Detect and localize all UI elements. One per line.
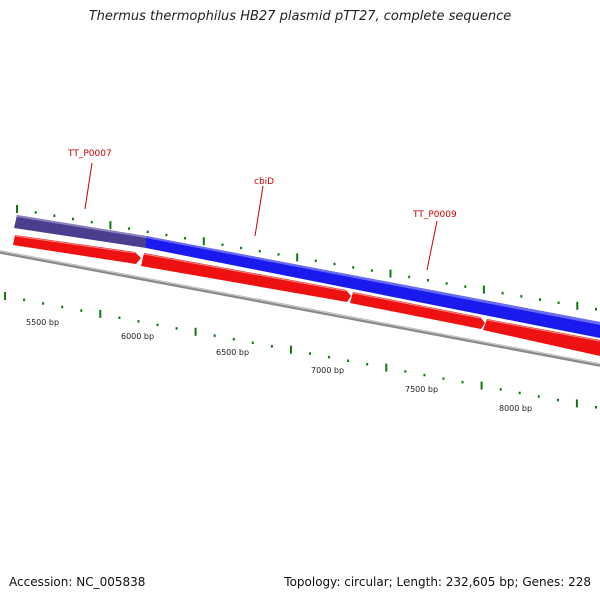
upper-tick xyxy=(389,269,392,278)
upper-tick xyxy=(16,205,18,213)
bp-label-5500: 5500 bp xyxy=(26,318,59,327)
map-title: Thermus thermophilus HB27 plasmid pTT27,… xyxy=(88,9,512,24)
lower-tick xyxy=(232,338,235,341)
lower-tick xyxy=(575,399,578,408)
gene-tt-p0009[interactable] xyxy=(350,292,485,329)
upper-tick xyxy=(314,259,317,263)
lower-tick xyxy=(118,316,121,319)
gene-tt-p0007[interactable] xyxy=(14,215,146,248)
gene-next[interactable] xyxy=(483,319,600,356)
gene-cbid[interactable] xyxy=(141,253,351,302)
lower-tick xyxy=(347,359,350,362)
upper-tick xyxy=(445,282,448,285)
upper-tick xyxy=(408,275,411,279)
lower-tick xyxy=(270,345,273,348)
lower-tick xyxy=(137,320,140,323)
lower-tick xyxy=(442,377,445,380)
lower-tick xyxy=(556,398,559,402)
bp-label-7500: 7500 bp xyxy=(405,385,438,394)
upper-tick xyxy=(184,237,187,240)
lower-tick xyxy=(175,327,178,330)
upper-tick xyxy=(53,214,56,217)
gene-cbid-forward[interactable] xyxy=(146,236,600,338)
gene-tt-p0007-reverse[interactable] xyxy=(13,235,141,264)
lower-tick xyxy=(251,341,254,344)
lower-tick xyxy=(537,395,540,398)
upper-tick xyxy=(426,279,429,282)
lower-tick xyxy=(194,327,197,336)
upper-tick xyxy=(109,221,112,230)
topology-summary: Topology: circular; Length: 232,605 bp; … xyxy=(284,575,591,589)
upper-tick xyxy=(501,291,504,295)
bp-label-6500: 6500 bp xyxy=(216,348,249,357)
upper-tick-row xyxy=(16,205,597,311)
lower-tick xyxy=(366,363,369,366)
gene-label-tt-p0007[interactable]: TT_P0007 xyxy=(67,149,112,159)
upper-tick xyxy=(221,243,224,246)
lower-tick xyxy=(461,380,464,384)
upper-tick xyxy=(595,308,597,311)
bp-label-6000: 6000 bp xyxy=(121,332,154,341)
lower-tick xyxy=(423,373,426,377)
lower-tick xyxy=(156,323,159,327)
bp-label-8000: 8000 bp xyxy=(499,404,532,413)
upper-tick xyxy=(34,211,37,214)
upper-tick xyxy=(557,301,560,304)
upper-tick xyxy=(539,298,541,301)
upper-tick xyxy=(482,285,485,294)
upper-tick xyxy=(165,233,168,237)
lower-tick xyxy=(23,298,26,302)
lower-tick xyxy=(4,292,6,300)
upper-tick xyxy=(370,269,373,272)
lower-tick xyxy=(61,305,64,309)
upper-tick xyxy=(464,285,467,288)
lower-tick xyxy=(213,334,216,337)
lower-tick xyxy=(99,309,102,318)
upper-tick xyxy=(576,301,579,310)
lower-tick xyxy=(518,391,521,395)
upper-tick xyxy=(296,253,299,262)
upper-tick xyxy=(128,227,131,230)
lower-tick xyxy=(309,352,311,355)
gene-label-tt-p0009[interactable]: TT_P0009 xyxy=(412,210,457,220)
lower-tick xyxy=(480,381,483,390)
lower-tick xyxy=(80,309,83,312)
lower-tick xyxy=(385,363,388,372)
upper-tick xyxy=(90,220,93,224)
upper-tick xyxy=(352,266,355,269)
sequence-backbone xyxy=(0,250,600,367)
upper-tick xyxy=(202,237,205,246)
upper-tick xyxy=(72,217,74,221)
lower-tick xyxy=(595,406,597,409)
upper-tick xyxy=(240,246,243,250)
lower-tick xyxy=(499,388,502,391)
gene-label-cbid[interactable]: cbiD xyxy=(254,177,274,187)
lower-tick xyxy=(328,355,331,359)
lower-tick xyxy=(290,345,292,354)
upper-tick xyxy=(520,295,523,298)
bp-label-7000: 7000 bp xyxy=(311,366,344,375)
upper-tick xyxy=(333,262,336,266)
upper-tick xyxy=(258,249,261,253)
lower-tick-row xyxy=(4,292,597,409)
upper-tick xyxy=(146,230,149,234)
lower-tick xyxy=(404,370,407,373)
accession-text: Accession: NC_005838 xyxy=(9,575,146,589)
lower-tick xyxy=(42,302,45,305)
upper-tick xyxy=(277,253,280,256)
